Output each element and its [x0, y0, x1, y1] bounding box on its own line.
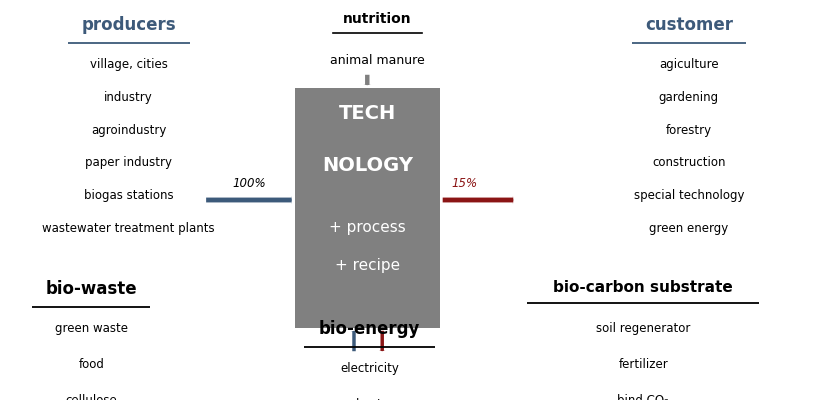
Text: animal manure: animal manure	[330, 54, 425, 67]
Text: biogas stations: biogas stations	[84, 189, 173, 202]
Text: NOLOGY: NOLOGY	[322, 156, 413, 175]
Text: agiculture: agiculture	[659, 58, 719, 71]
Text: + process: + process	[329, 220, 406, 235]
Text: fertilizer: fertilizer	[618, 358, 668, 371]
Text: green waste: green waste	[55, 322, 128, 335]
Text: TECH: TECH	[339, 104, 396, 123]
Text: cellulose: cellulose	[66, 394, 117, 400]
Text: bio-waste: bio-waste	[46, 280, 137, 298]
Text: special technology: special technology	[633, 189, 745, 202]
FancyBboxPatch shape	[295, 88, 440, 328]
Text: 15%: 15%	[452, 177, 478, 190]
Text: bio-carbon substrate: bio-carbon substrate	[554, 280, 733, 295]
Text: soil regenerator: soil regenerator	[596, 322, 691, 335]
Text: gardening: gardening	[659, 91, 719, 104]
Text: electricity: electricity	[340, 362, 398, 375]
Text: construction: construction	[652, 156, 725, 170]
Text: heat: heat	[356, 398, 383, 400]
Text: paper industry: paper industry	[85, 156, 172, 170]
Text: wastewater treatment plants: wastewater treatment plants	[42, 222, 215, 235]
Text: 100%: 100%	[232, 177, 266, 190]
Text: food: food	[78, 358, 105, 371]
Text: village, cities: village, cities	[90, 58, 168, 71]
Text: bind CO₂: bind CO₂	[618, 394, 669, 400]
Text: + recipe: + recipe	[334, 258, 400, 273]
Text: forestry: forestry	[666, 124, 712, 137]
Text: customer: customer	[645, 16, 733, 34]
Text: producers: producers	[81, 16, 176, 34]
Text: nutrition: nutrition	[344, 12, 412, 26]
Text: bio-energy: bio-energy	[319, 320, 420, 338]
Text: agroindustry: agroindustry	[91, 124, 166, 137]
Text: green energy: green energy	[649, 222, 729, 235]
Text: industry: industry	[105, 91, 153, 104]
